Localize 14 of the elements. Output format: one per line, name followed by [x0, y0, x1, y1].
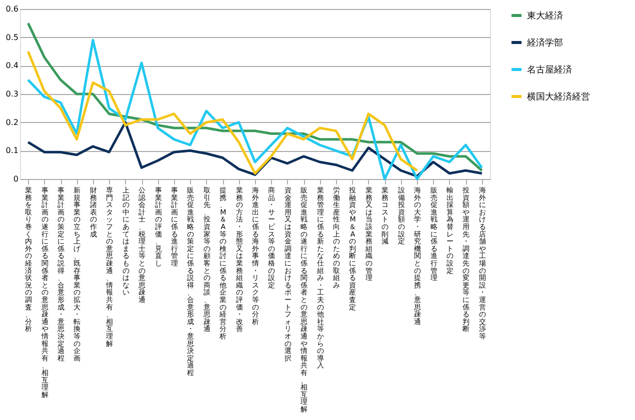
- legend-label: 横国大経済経営: [527, 92, 590, 102]
- y-tick-label: 0.6: [6, 4, 18, 14]
- y-tick-label: 0.5: [6, 32, 18, 42]
- y-tick-label: 0.3: [6, 90, 18, 98]
- line-series: [26, 50, 418, 175]
- y-tick-label: 0.4: [6, 61, 18, 70]
- line-series: [26, 121, 484, 178]
- y-tick-label: 0: [13, 174, 18, 184]
- y-tick-label: 0.1: [6, 146, 18, 156]
- legend-label: 東大経済: [527, 10, 563, 22]
- legend-label: 経済学部: [526, 38, 563, 48]
- legend-label: 名古屋経済: [527, 64, 572, 76]
- y-tick-label: 0.2: [6, 118, 18, 127]
- line-series: [26, 38, 484, 180]
